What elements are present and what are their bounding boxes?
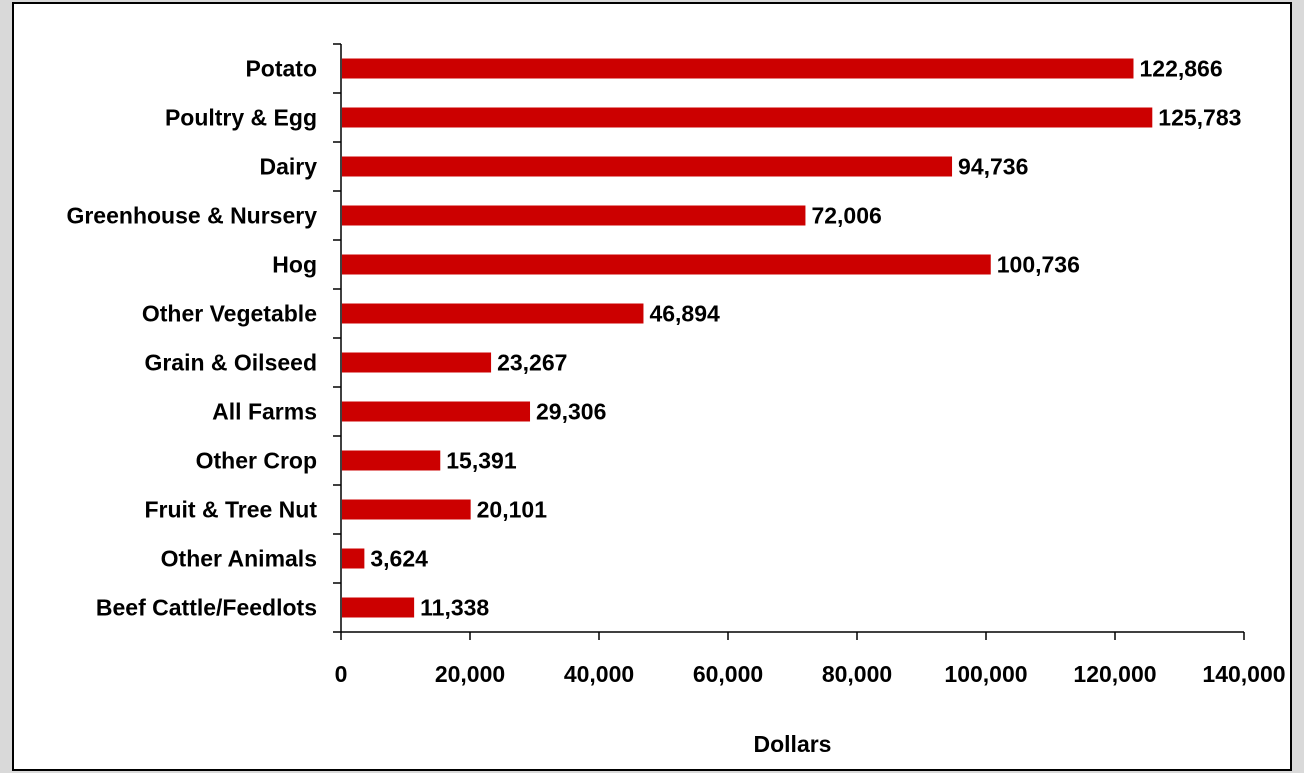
value-label-3: 72,006	[811, 203, 881, 229]
x-tick-label-1: 20,000	[435, 661, 505, 687]
bar-5	[342, 304, 643, 324]
category-label-8: Other Crop	[196, 448, 317, 474]
category-label-2: Dairy	[259, 154, 317, 180]
category-label-10: Other Animals	[161, 546, 317, 572]
category-label-7: All Farms	[212, 399, 317, 425]
value-label-4: 100,736	[997, 252, 1080, 278]
category-label-5: Other Vegetable	[142, 301, 317, 327]
category-label-0: Potato	[245, 56, 317, 82]
bar-7	[342, 402, 530, 422]
value-label-1: 125,783	[1158, 105, 1241, 131]
x-tick-label-6: 120,000	[1073, 661, 1156, 687]
value-label-2: 94,736	[958, 154, 1028, 180]
bar-0	[342, 59, 1133, 79]
bar-8	[342, 451, 440, 471]
bar-9	[342, 500, 471, 520]
x-tick-label-7: 140,000	[1202, 661, 1285, 687]
value-label-0: 122,866	[1139, 56, 1222, 82]
bar-11	[342, 598, 414, 618]
x-axis-title: Dollars	[754, 731, 832, 757]
bar-10	[342, 549, 364, 569]
category-label-1: Poultry & Egg	[165, 105, 317, 131]
category-label-3: Greenhouse & Nursery	[66, 203, 317, 229]
chart-frame: Potato 122,866 Poultry & Egg 125,783 Dairy 94…	[12, 2, 1292, 771]
x-tick-label-3: 60,000	[693, 661, 763, 687]
category-label-6: Grain & Oilseed	[144, 350, 317, 376]
bars-layer	[342, 59, 1152, 618]
bar-1	[342, 108, 1152, 128]
value-label-5: 46,894	[649, 301, 720, 327]
value-label-11: 11,338	[420, 595, 489, 621]
bar-3	[342, 206, 805, 226]
axes-layer	[333, 44, 1244, 640]
x-tick-label-4: 80,000	[822, 661, 892, 687]
category-label-9: Fruit & Tree Nut	[144, 497, 317, 523]
x-tick-label-5: 100,000	[944, 661, 1027, 687]
bar-6	[342, 353, 491, 373]
value-label-6: 23,267	[497, 350, 567, 376]
category-label-11: Beef Cattle/Feedlots	[96, 595, 317, 621]
value-label-9: 20,101	[477, 497, 548, 523]
value-label-10: 3,624	[370, 546, 428, 572]
value-label-8: 15,391	[446, 448, 517, 474]
x-tick-label-0: 0	[335, 661, 348, 687]
bar-2	[342, 157, 952, 177]
bar-4	[342, 255, 991, 275]
x-tick-label-2: 40,000	[564, 661, 634, 687]
category-label-4: Hog	[272, 252, 317, 278]
labels-layer: Potato 122,866 Poultry & Egg 125,783 Dairy 94…	[66, 56, 1285, 688]
bar-chart: Potato 122,866 Poultry & Egg 125,783 Dairy 94…	[14, 4, 1290, 769]
value-label-7: 29,306	[536, 399, 606, 425]
